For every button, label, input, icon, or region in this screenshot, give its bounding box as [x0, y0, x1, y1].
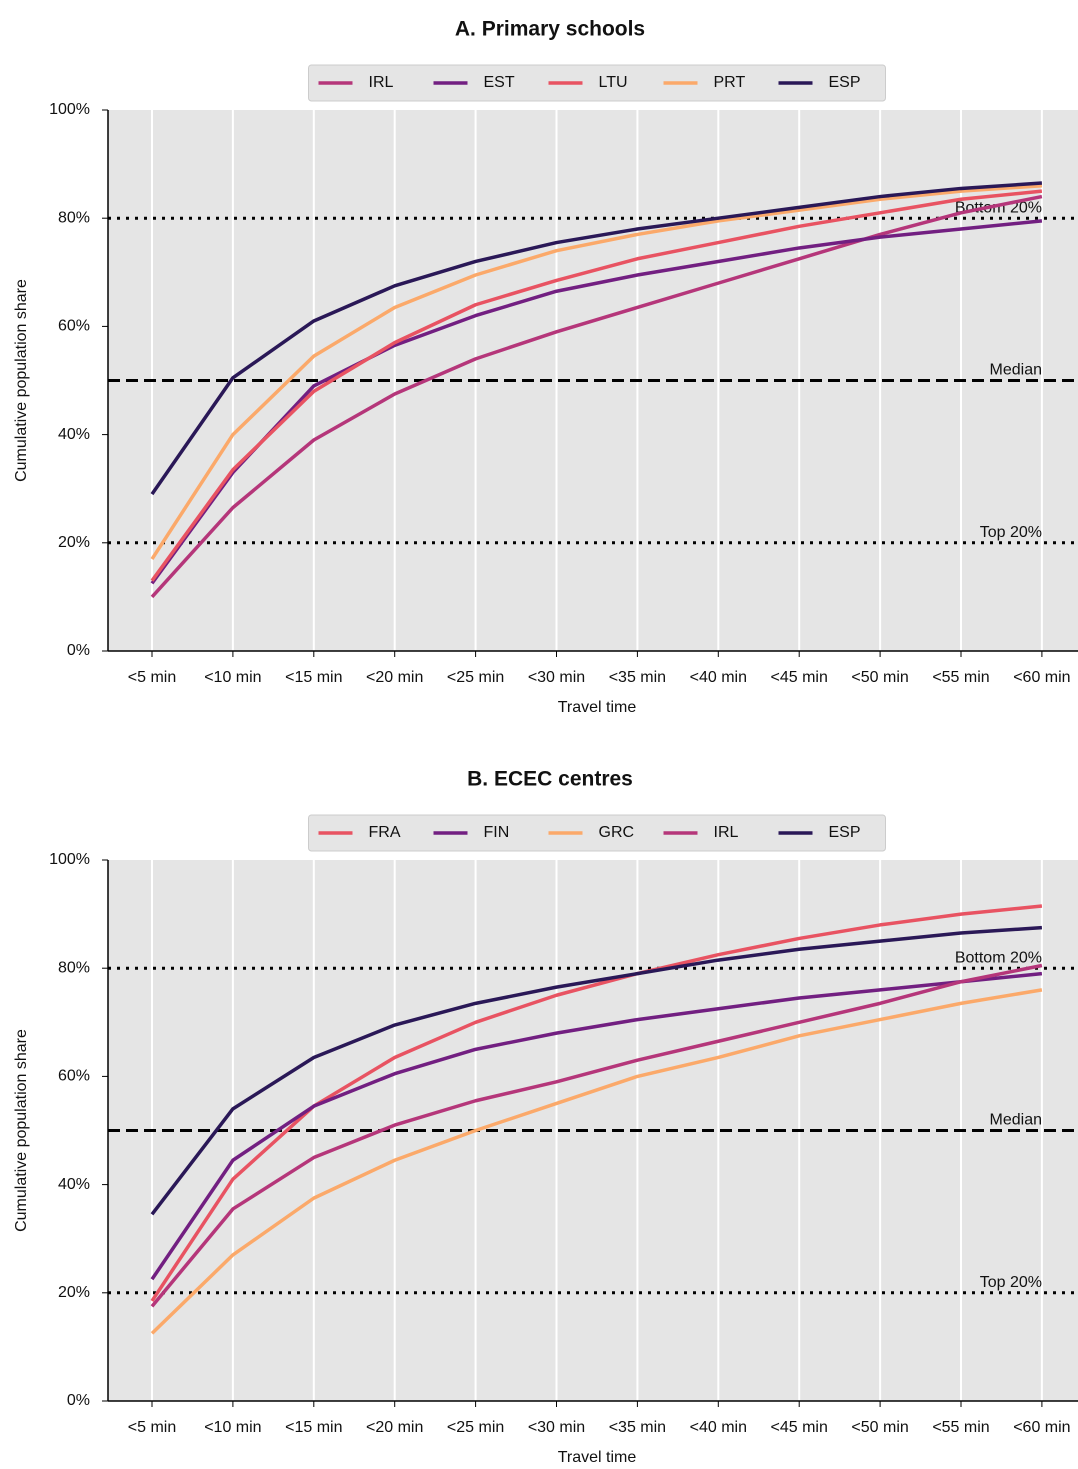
y-tick-label: 0% — [67, 1392, 90, 1409]
y-tick-label: 100% — [49, 851, 90, 868]
x-tick-label: <55 min — [932, 1419, 989, 1436]
legend-label: EST — [484, 74, 515, 91]
x-axis-label: Travel time — [558, 699, 637, 716]
reference-label: Median — [990, 362, 1042, 379]
reference-label: Top 20% — [980, 524, 1042, 541]
x-tick-label: <30 min — [528, 669, 585, 686]
series-line — [150, 988, 1043, 1335]
y-tick-label: 0% — [67, 642, 90, 659]
series-line — [150, 963, 1043, 1308]
y-tick-label: 80% — [58, 209, 90, 226]
reference-label: Bottom 20% — [955, 949, 1042, 966]
panel-title: B. ECEC centres — [467, 768, 633, 791]
legend-label: ESP — [829, 74, 861, 91]
reference-label: Bottom 20% — [955, 199, 1042, 216]
x-tick-label: <45 min — [771, 669, 828, 686]
panel-title: A. Primary schools — [455, 18, 645, 41]
x-tick-label: <30 min — [528, 1419, 585, 1436]
legend-label: IRL — [369, 74, 394, 91]
legend-label: PRT — [714, 74, 746, 91]
y-tick-label: 40% — [58, 1176, 90, 1193]
series-line — [150, 194, 1043, 599]
x-tick-label: <45 min — [771, 1419, 828, 1436]
legend-box — [308, 814, 886, 852]
legend-box — [308, 64, 886, 102]
series-line — [150, 183, 1043, 560]
y-tick-label: 100% — [49, 101, 90, 118]
legend-label: ESP — [829, 824, 861, 841]
reference-label: Top 20% — [980, 1274, 1042, 1291]
x-tick-label: <40 min — [690, 669, 747, 686]
series-line — [150, 904, 1043, 1302]
x-tick-label: <60 min — [1013, 1419, 1070, 1436]
x-tick-label: <25 min — [447, 1419, 504, 1436]
y-tick-label: 40% — [58, 426, 90, 443]
y-tick-label: 60% — [58, 318, 90, 335]
series-line — [150, 925, 1043, 1216]
x-tick-label: <50 min — [851, 1419, 908, 1436]
x-tick-label: <35 min — [609, 669, 666, 686]
x-tick-label: <35 min — [609, 1419, 666, 1436]
legend-label: FIN — [484, 824, 510, 841]
plot-background — [108, 860, 1078, 1401]
series-line — [150, 189, 1043, 582]
series-line — [150, 219, 1043, 585]
legend-label: IRL — [714, 824, 739, 841]
x-tick-label: <5 min — [128, 669, 176, 686]
reference-label: Median — [990, 1112, 1042, 1129]
legend-label: GRC — [599, 824, 635, 841]
x-tick-label: <50 min — [851, 669, 908, 686]
x-tick-label: <60 min — [1013, 669, 1070, 686]
y-tick-label: 80% — [58, 959, 90, 976]
x-tick-label: <25 min — [447, 669, 504, 686]
x-axis-label: Travel time — [558, 1449, 637, 1466]
y-tick-label: 20% — [58, 1284, 90, 1301]
y-tick-label: 20% — [58, 534, 90, 551]
x-tick-label: <20 min — [366, 669, 423, 686]
x-tick-label: <10 min — [204, 1419, 261, 1436]
x-tick-label: <10 min — [204, 669, 261, 686]
x-tick-label: <15 min — [285, 1419, 342, 1436]
series-line — [150, 971, 1043, 1281]
y-axis-label: Cumulative population share — [13, 1029, 30, 1232]
x-tick-label: <20 min — [366, 1419, 423, 1436]
x-tick-label: <55 min — [932, 669, 989, 686]
y-axis-label: Cumulative population share — [13, 279, 30, 482]
legend-label: FRA — [369, 824, 401, 841]
y-tick-label: 60% — [58, 1068, 90, 1085]
x-tick-label: <5 min — [128, 1419, 176, 1436]
legend-label: LTU — [599, 74, 628, 91]
series-line — [150, 181, 1043, 496]
plot-background — [108, 110, 1078, 651]
x-tick-label: <15 min — [285, 669, 342, 686]
x-tick-label: <40 min — [690, 1419, 747, 1436]
